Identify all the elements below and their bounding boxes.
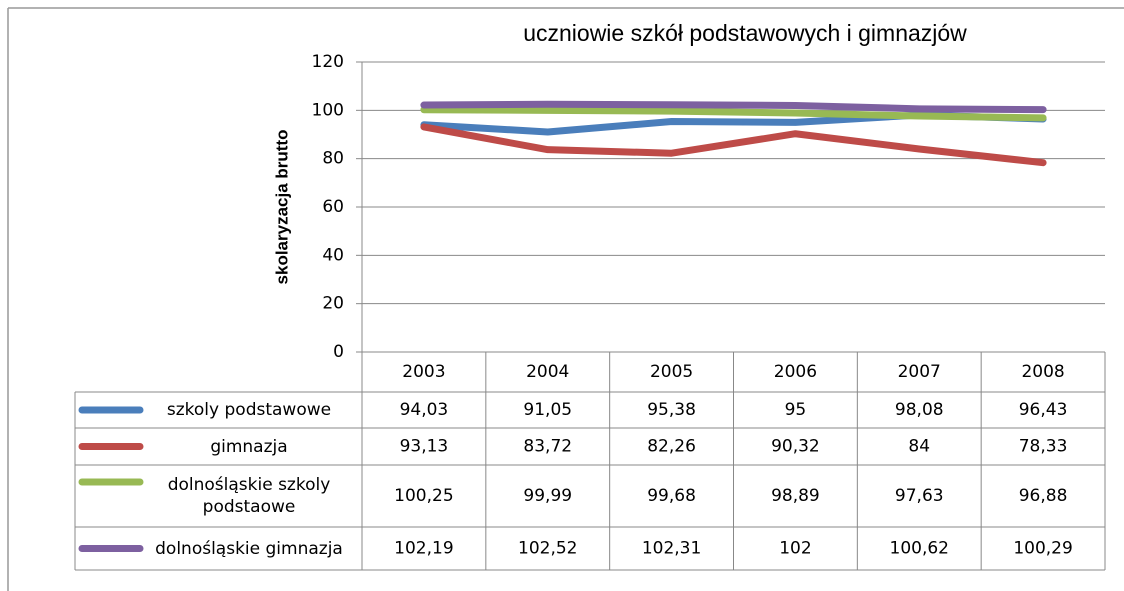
y-axis-label: skolaryzacja brutto <box>272 130 291 285</box>
legend-label: gimnazja <box>210 436 288 457</box>
y-tick-label: 100 <box>312 100 344 120</box>
data-cell: 95,38 <box>647 400 696 420</box>
data-cell: 98,08 <box>895 400 944 420</box>
data-cell: 100,25 <box>394 486 453 506</box>
legend-cell: szkoly podstawowe <box>166 400 332 420</box>
y-tick-label: 80 <box>322 149 344 169</box>
data-cell: 99,68 <box>647 486 696 506</box>
legend-cell: dolnośląskie gimnazja <box>155 538 343 559</box>
legend-label: dolnośląskie gimnazja <box>155 538 343 559</box>
x-tick-label: 2004 <box>526 362 569 382</box>
y-tick-label: 20 <box>322 294 344 314</box>
legend-label: dolnośląskie szkoly podstaowe <box>167 475 331 517</box>
y-tick-label: 120 <box>312 52 344 72</box>
x-tick-label: 2008 <box>1021 362 1064 382</box>
legend-cell: dolnośląskie szkoly podstaowe <box>167 475 331 517</box>
x-tick-label: 2003 <box>402 362 445 382</box>
data-cell: 95 <box>785 400 807 420</box>
data-cell: 100,29 <box>1013 539 1072 559</box>
data-cell: 84 <box>908 437 930 457</box>
x-tick-label: 2006 <box>774 362 817 382</box>
data-cell: 93,13 <box>400 437 449 457</box>
data-cell: 94,03 <box>400 400 449 420</box>
data-cell: 78,33 <box>1019 437 1068 457</box>
series-line <box>420 106 1047 122</box>
data-cell: 102,52 <box>518 539 577 559</box>
data-cell: 91,05 <box>523 400 572 420</box>
x-tick-label: 2007 <box>898 362 941 382</box>
data-cell: 83,72 <box>523 437 572 457</box>
data-cell: 98,89 <box>771 486 820 506</box>
legend-cell: gimnazja <box>210 436 288 457</box>
data-cell: 99,99 <box>523 486 572 506</box>
data-cell: 96,88 <box>1019 486 1068 506</box>
chart-title: uczniowie szkół podstawowych i gimnazjów <box>523 20 967 46</box>
data-cell: 96,43 <box>1019 400 1068 420</box>
data-cell: 100,62 <box>890 539 949 559</box>
data-cell: 90,32 <box>771 437 820 457</box>
x-tick-label: 2005 <box>650 362 693 382</box>
data-cell: 102 <box>779 539 811 559</box>
data-cell: 97,63 <box>895 486 944 506</box>
y-tick-label: 0 <box>333 342 344 362</box>
legend-label: szkoly podstawowe <box>166 400 332 420</box>
data-cell: 102,19 <box>394 539 453 559</box>
data-cell: 102,31 <box>642 539 701 559</box>
series-line <box>420 100 1047 114</box>
y-tick-label: 60 <box>322 197 344 217</box>
series-line <box>420 123 1047 167</box>
y-tick-label: 40 <box>322 245 344 265</box>
data-cell: 82,26 <box>647 437 696 457</box>
